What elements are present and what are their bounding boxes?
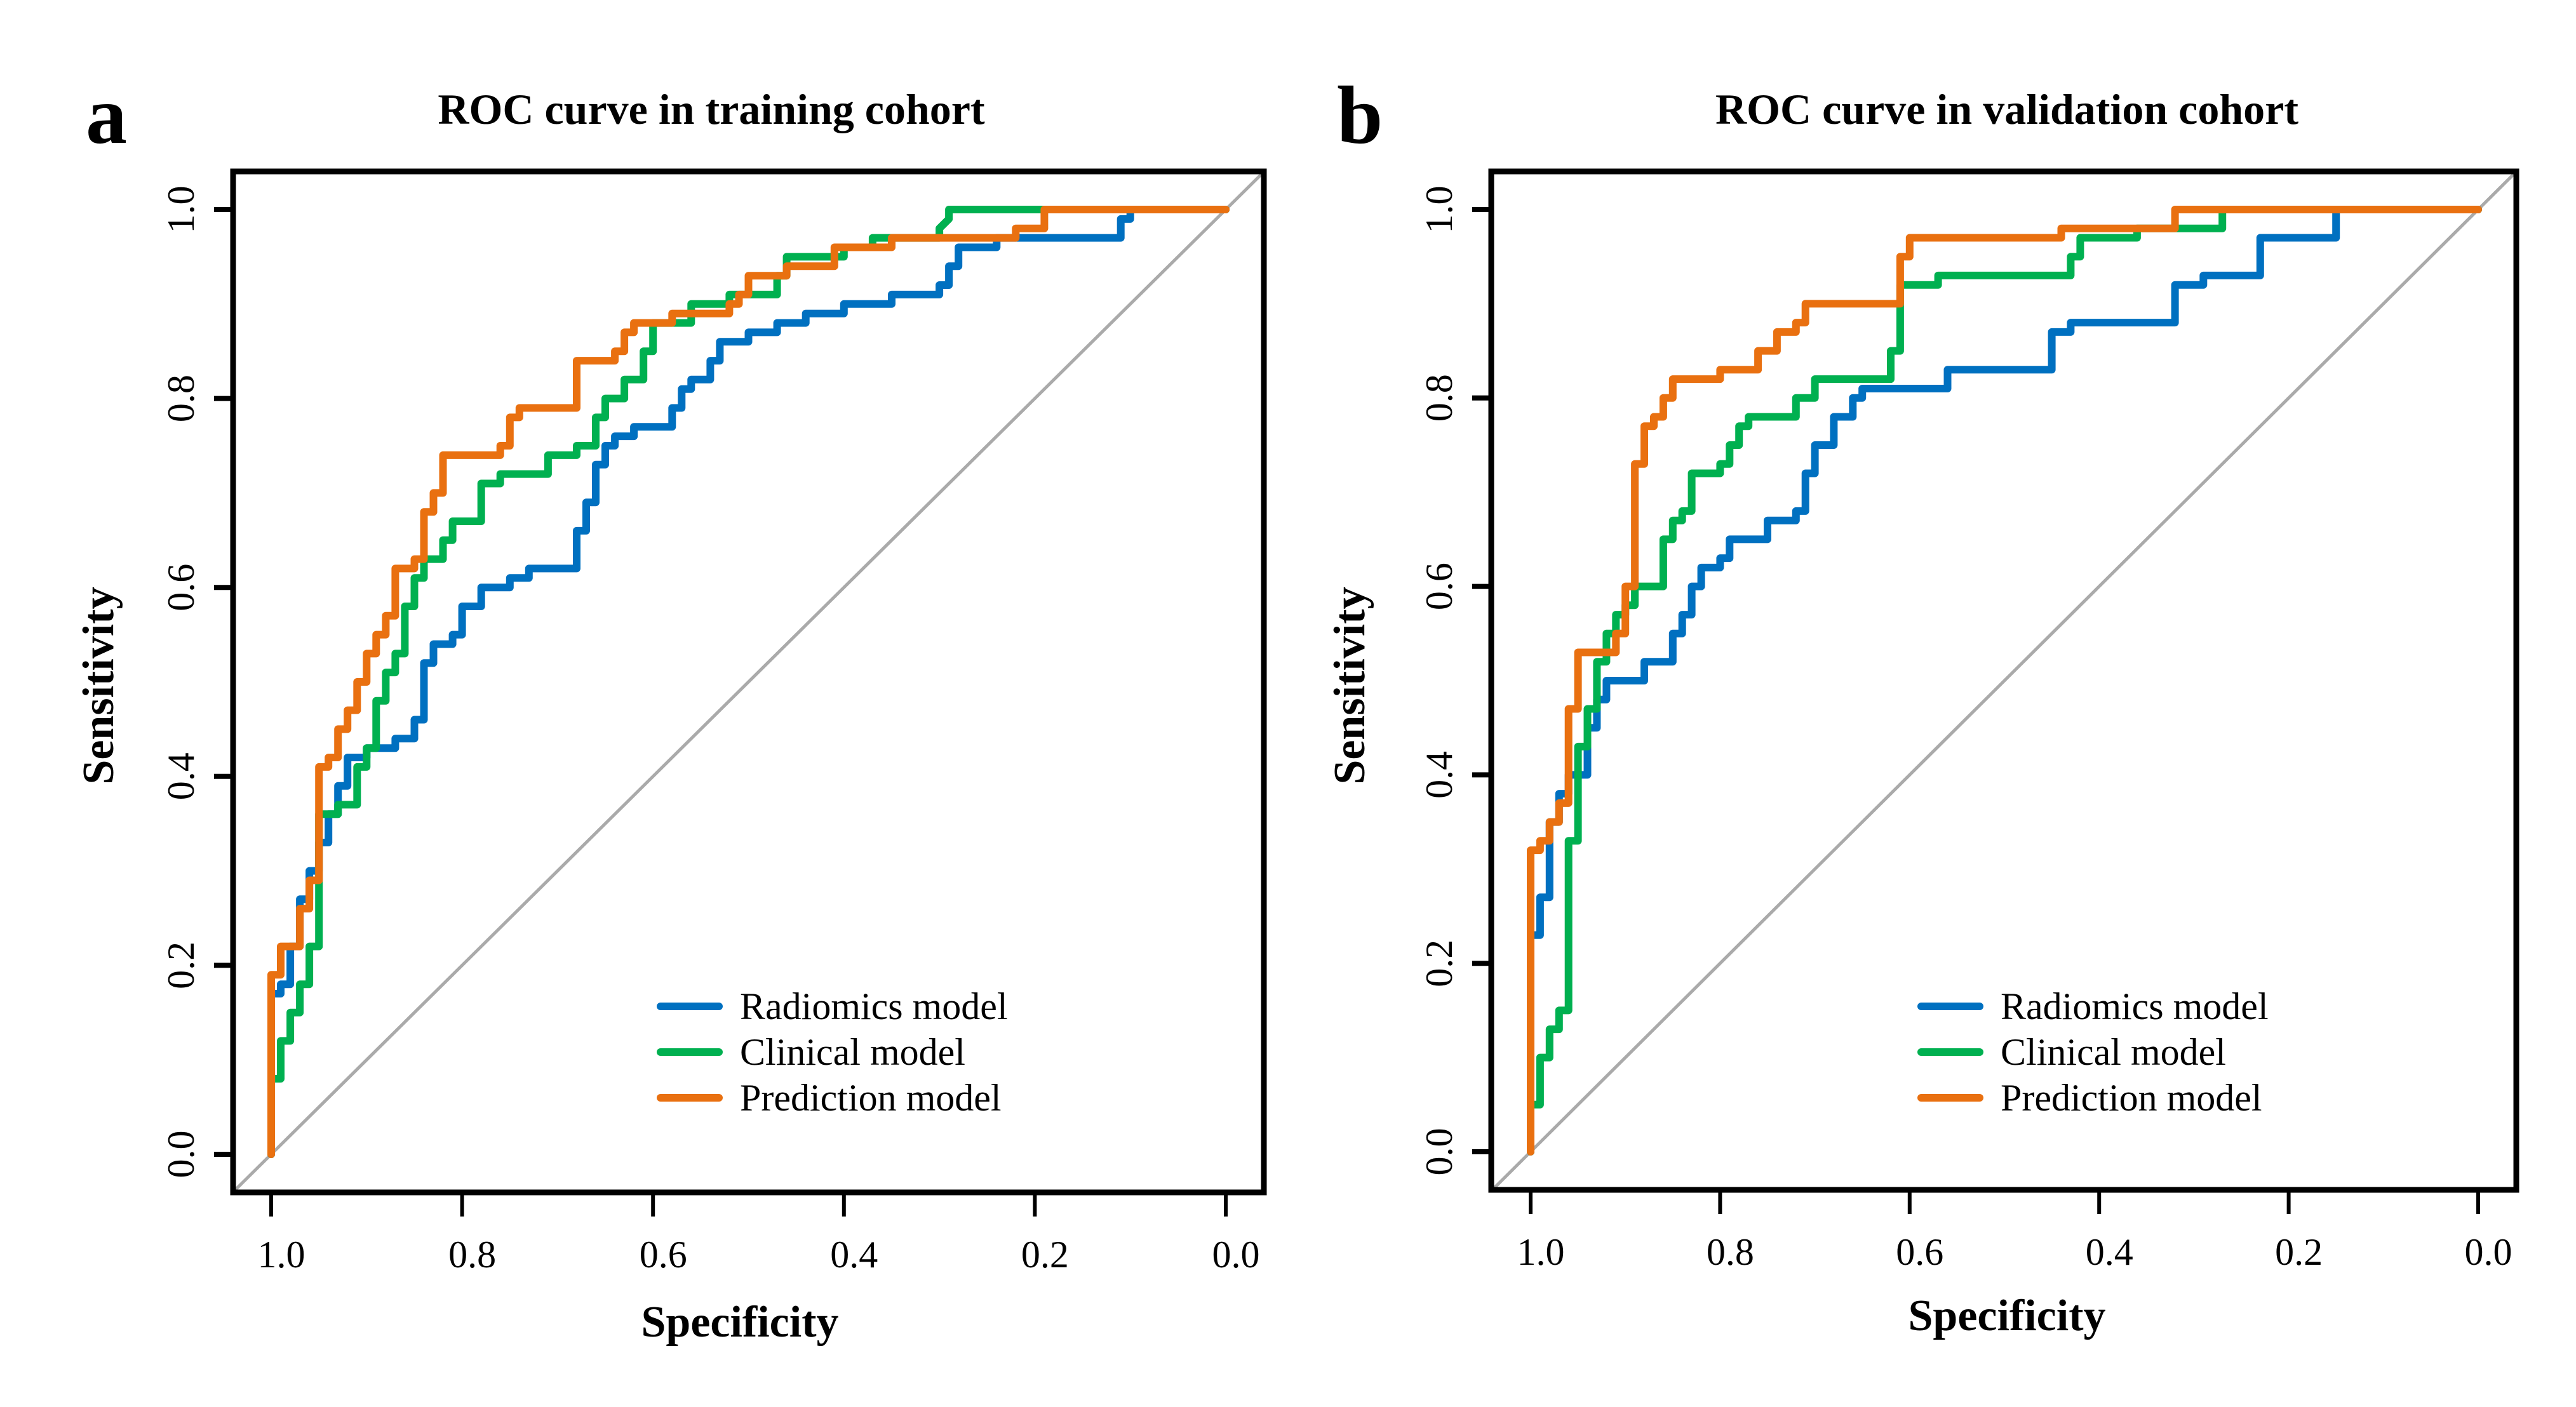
panel-b-title: ROC curve in validation cohort <box>1715 85 2298 133</box>
panel-a-legend-label: Clinical model <box>740 1031 965 1073</box>
panel-b-xtick-label: 1.0 <box>1517 1231 1565 1273</box>
panel-a-xtick-label: 0.2 <box>1021 1234 1069 1276</box>
panel-a-xlabel: Specificity <box>641 1298 838 1347</box>
panel-a-ytick-label: 0.4 <box>160 752 202 800</box>
panel-b-xtick-label: 0.4 <box>2086 1231 2133 1273</box>
panel-b-ylabel: Sensitivity <box>1325 587 1374 784</box>
panel-a: a ROC curve in training cohort 1.0 0.8 0.6… <box>74 70 1267 1347</box>
panel-a-legend-label: Radiomics model <box>740 985 1008 1027</box>
panel-b-ytick-label: 0.6 <box>1418 563 1460 610</box>
panel-a-series-prediction-model <box>267 206 1230 1158</box>
panel-a-ylabel: Sensitivity <box>74 587 123 784</box>
panel-a-ytick-label: 0.2 <box>160 942 202 989</box>
panel-b-series-clinical-model <box>1527 206 2482 1156</box>
panel-b-legend-label: Clinical model <box>2001 1031 2226 1073</box>
panel-b: b ROC curve in validation cohort 1.0 0.8 0… <box>1325 70 2519 1340</box>
panel-b-xtick-label: 0.8 <box>1707 1231 1754 1273</box>
panel-b-ytick-label: 0.2 <box>1418 940 1460 987</box>
panel-a-frame <box>230 168 1267 1196</box>
panel-b-ytick-label: 1.0 <box>1418 186 1460 234</box>
panel-a-xtick-label: 0.0 <box>1212 1234 1260 1276</box>
panel-a-series-clinical-model <box>267 206 1230 1158</box>
panel-b-xlabel: Specificity <box>1908 1291 2105 1340</box>
panel-b-xtick-label: 0.6 <box>1896 1231 1943 1273</box>
panel-b-reference-diagonal <box>1490 170 2518 1192</box>
panel-b-legend-label: Prediction model <box>2001 1077 2262 1119</box>
panel-a-ytick-label: 1.0 <box>160 186 202 234</box>
panel-b-series-prediction-model <box>1527 206 2482 1156</box>
panel-b-ytick-label: 0.8 <box>1418 374 1460 422</box>
panel-a-legend-label: Prediction model <box>740 1077 1002 1119</box>
panel-a-reference-diagonal <box>232 170 1265 1194</box>
panel-b-letter: b <box>1337 70 1383 161</box>
panel-a-letter: a <box>86 70 127 161</box>
panel-b-ytick-label: 0.0 <box>1418 1128 1460 1176</box>
panel-a-ytick-label: 0.0 <box>160 1131 202 1178</box>
panel-b-plot-area: 1.0 0.8 0.6 0.4 0.2 0.0 0.0 0.2 0.4 0.6 0.8 1.0 Radi… <box>1418 168 2519 1273</box>
panel-a-plot-area: 1.0 0.8 0.6 0.4 0.2 0.0 0.0 0.2 0.4 0.6 0.8 1.0 Radi… <box>160 168 1267 1276</box>
panel-a-ytick-label: 0.6 <box>160 564 202 611</box>
panel-b-frame <box>1488 168 2519 1193</box>
panel-b-ytick-label: 0.4 <box>1418 751 1460 799</box>
panel-a-xtick-label: 1.0 <box>258 1234 305 1276</box>
panel-b-legend-label: Radiomics model <box>2001 985 2269 1027</box>
panel-a-title: ROC curve in training cohort <box>438 85 985 133</box>
panel-a-ytick-label: 0.8 <box>160 375 202 422</box>
panel-b-xtick-label: 0.2 <box>2275 1231 2323 1273</box>
panel-b-xtick-label: 0.0 <box>2465 1231 2512 1273</box>
panel-a-xtick-label: 0.6 <box>640 1234 687 1276</box>
panel-a-xtick-label: 0.4 <box>830 1234 878 1276</box>
panel-a-xtick-label: 0.8 <box>448 1234 496 1276</box>
